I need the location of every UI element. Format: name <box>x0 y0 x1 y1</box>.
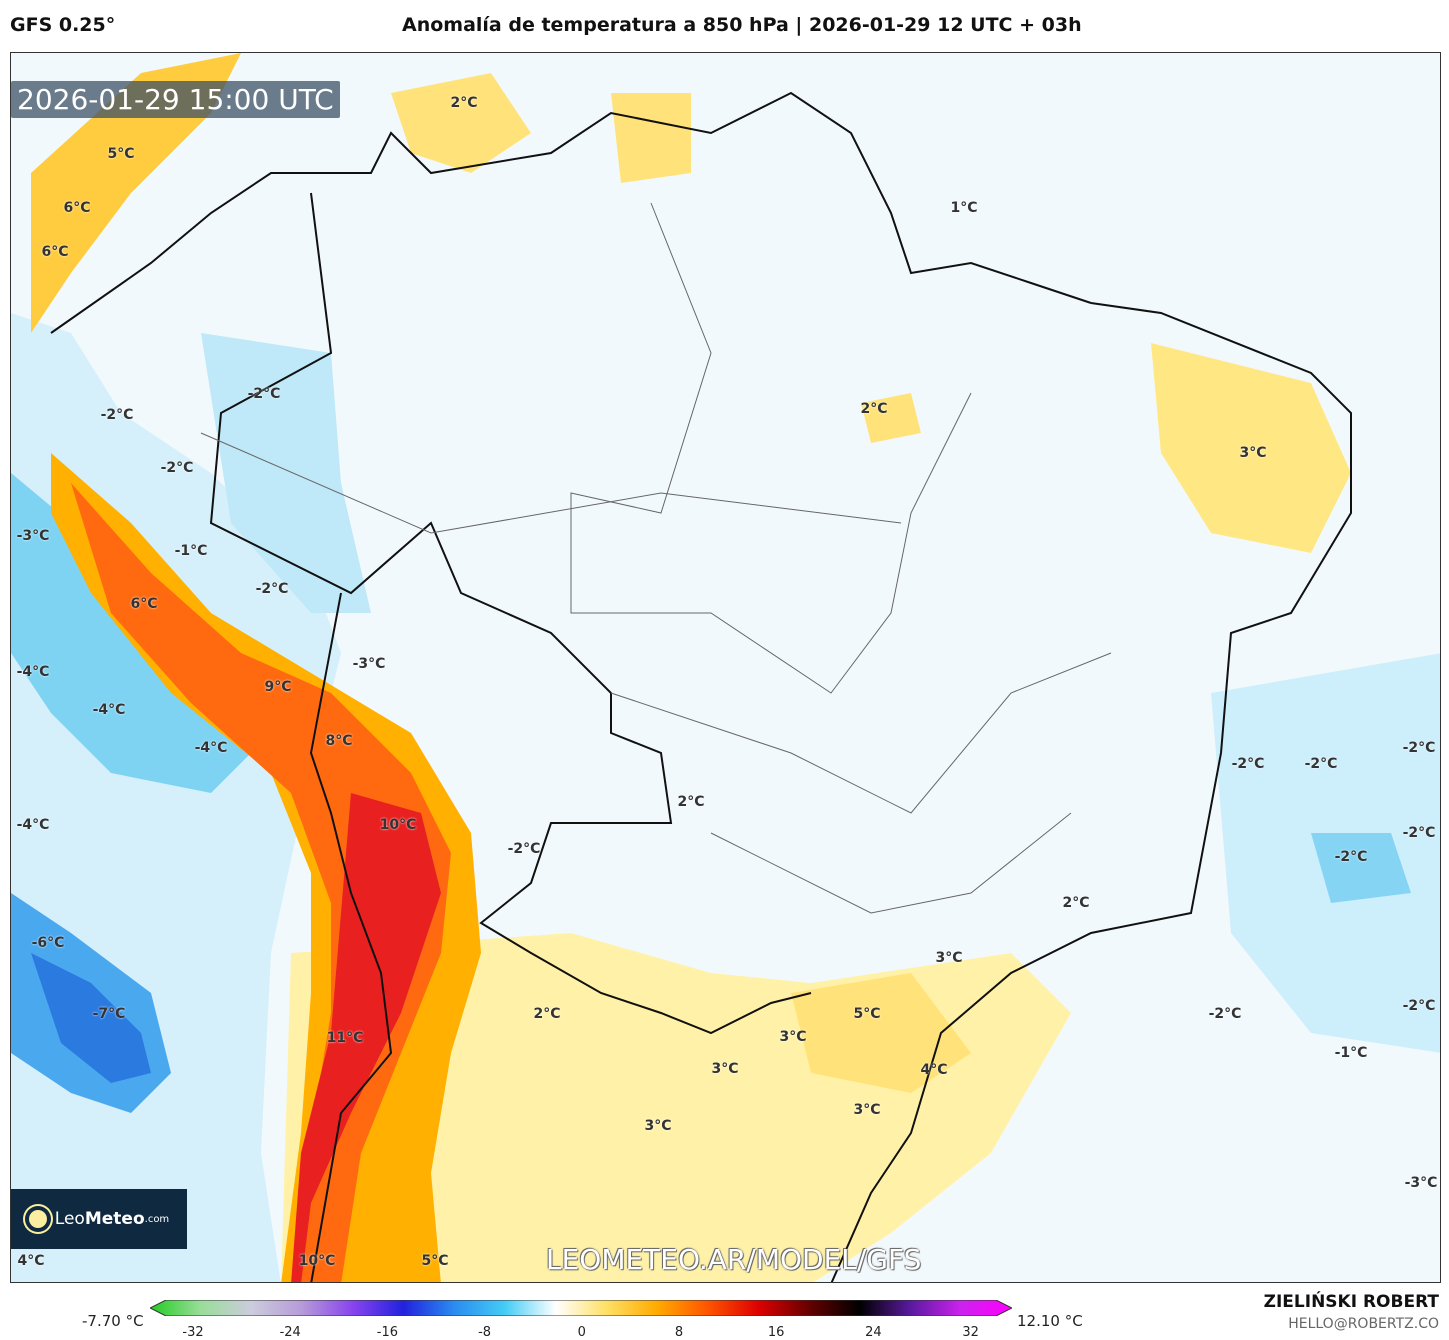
contour-label: -1°C <box>174 543 208 559</box>
contour-label: 2°C <box>1062 895 1090 911</box>
contour-label: 6°C <box>41 244 69 260</box>
logo-suffix: .com <box>144 1213 170 1225</box>
contour-label: -2°C <box>160 460 194 476</box>
contour-label: 11°C <box>326 1030 364 1046</box>
author-email[interactable]: HELLO@ROBERTZ.CO <box>1288 1316 1439 1332</box>
contour-label: 3°C <box>644 1118 672 1134</box>
valid-time-stamp: 2026-01-29 15:00 UTC <box>11 81 340 118</box>
contour-label: 2°C <box>677 794 705 810</box>
contour-label: 2°C <box>450 95 478 111</box>
colorbar-tick: 24 <box>865 1325 882 1340</box>
contour-label: -2°C <box>1402 825 1436 841</box>
contour-label: 6°C <box>63 200 91 216</box>
contour-label: 10°C <box>379 817 417 833</box>
contour-label: 9°C <box>264 679 292 695</box>
contour-label: -2°C <box>1402 740 1436 756</box>
contour-label: -2°C <box>1334 849 1368 865</box>
atlantic-cool-core <box>1311 833 1411 903</box>
logo-text-bold: Meteo <box>84 1209 145 1229</box>
contour-label: -2°C <box>1304 756 1338 772</box>
contour-label: -3°C <box>352 656 386 672</box>
contour-label: 3°C <box>779 1029 807 1045</box>
contour-label: 4°C <box>920 1062 948 1078</box>
map-title: Anomalía de temperatura a 850 hPa | 2026… <box>402 14 1082 36</box>
state-borders <box>200 202 1112 914</box>
andes-hot-core <box>291 793 441 1282</box>
contour-label: -2°C <box>1231 756 1265 772</box>
temperature-anomaly-map: 2°C 5°C 6°C 6°C 1°C -2°C -2°C 2°C -2°C 3°C -3°C -1°… <box>10 52 1441 1283</box>
contour-label: 3°C <box>711 1061 739 1077</box>
leometeo-logo[interactable]: Leo Meteo .com <box>11 1189 187 1249</box>
contour-label: 5°C <box>421 1253 449 1269</box>
amazon-cool <box>201 333 371 613</box>
colorbar-tick: 32 <box>962 1325 979 1340</box>
author-name: ZIELIŃSKI ROBERT <box>1263 1292 1439 1312</box>
contour-label: 3°C <box>853 1102 881 1118</box>
contour-label: 5°C <box>107 146 135 162</box>
sun-icon <box>28 1210 47 1228</box>
contour-label: -2°C <box>507 841 541 857</box>
contour-label: 10°C <box>298 1253 336 1269</box>
contour-label: 3°C <box>1239 445 1267 461</box>
northeast-warm <box>1151 343 1351 553</box>
contour-label: -2°C <box>255 581 289 597</box>
contour-label: 8°C <box>325 733 353 749</box>
anomaly-field <box>11 53 1440 1282</box>
northern-warm-patches <box>391 73 971 1093</box>
contour-label: 1°C <box>950 200 978 216</box>
contour-label: -7°C <box>92 1006 126 1022</box>
contour-label: 2°C <box>860 401 888 417</box>
contour-label: -2°C <box>100 407 134 423</box>
colombia-warm <box>31 53 241 333</box>
contour-label: 6°C <box>130 596 158 612</box>
logo-text-light: Leo <box>54 1209 85 1229</box>
contour-label: -3°C <box>1404 1175 1438 1191</box>
contour-label: -2°C <box>247 386 281 402</box>
contour-label: -4°C <box>16 817 50 833</box>
colorbar-tick: -8 <box>478 1325 492 1340</box>
contour-label: 2°C <box>533 1006 561 1022</box>
colorbar-min-label: -7.70 °C <box>82 1312 144 1330</box>
colorbar-body <box>150 1300 1012 1316</box>
contour-label: -2°C <box>1402 998 1436 1014</box>
contour-label: -4°C <box>194 740 228 756</box>
colorbar-tick: -24 <box>279 1325 301 1340</box>
contour-label: 4°C <box>17 1253 45 1269</box>
chile-cold-core <box>31 953 151 1083</box>
contour-label: -6°C <box>31 935 65 951</box>
contour-label: 3°C <box>935 950 963 966</box>
colorbar-tick: -16 <box>376 1325 399 1340</box>
colorbar <box>150 1300 1012 1316</box>
colorbar-tick: -32 <box>182 1325 204 1340</box>
colorbar-tick: 0 <box>577 1325 586 1340</box>
contour-label: -4°C <box>92 702 126 718</box>
contour-label: -3°C <box>16 528 50 544</box>
colorbar-max-label: 12.10 °C <box>1017 1312 1083 1330</box>
model-name: GFS 0.25° <box>10 14 116 36</box>
contour-label: -1°C <box>1334 1045 1368 1061</box>
watermark-url: LEOMETEO.AR/MODEL/GFS <box>546 1243 922 1276</box>
colorbar-tick: 16 <box>767 1325 785 1340</box>
colorbar-tick: 8 <box>674 1325 684 1340</box>
contour-label: -2°C <box>1208 1006 1242 1022</box>
contour-label: 5°C <box>853 1006 881 1022</box>
contour-label: -4°C <box>16 664 50 680</box>
country-borders <box>50 91 1352 1282</box>
